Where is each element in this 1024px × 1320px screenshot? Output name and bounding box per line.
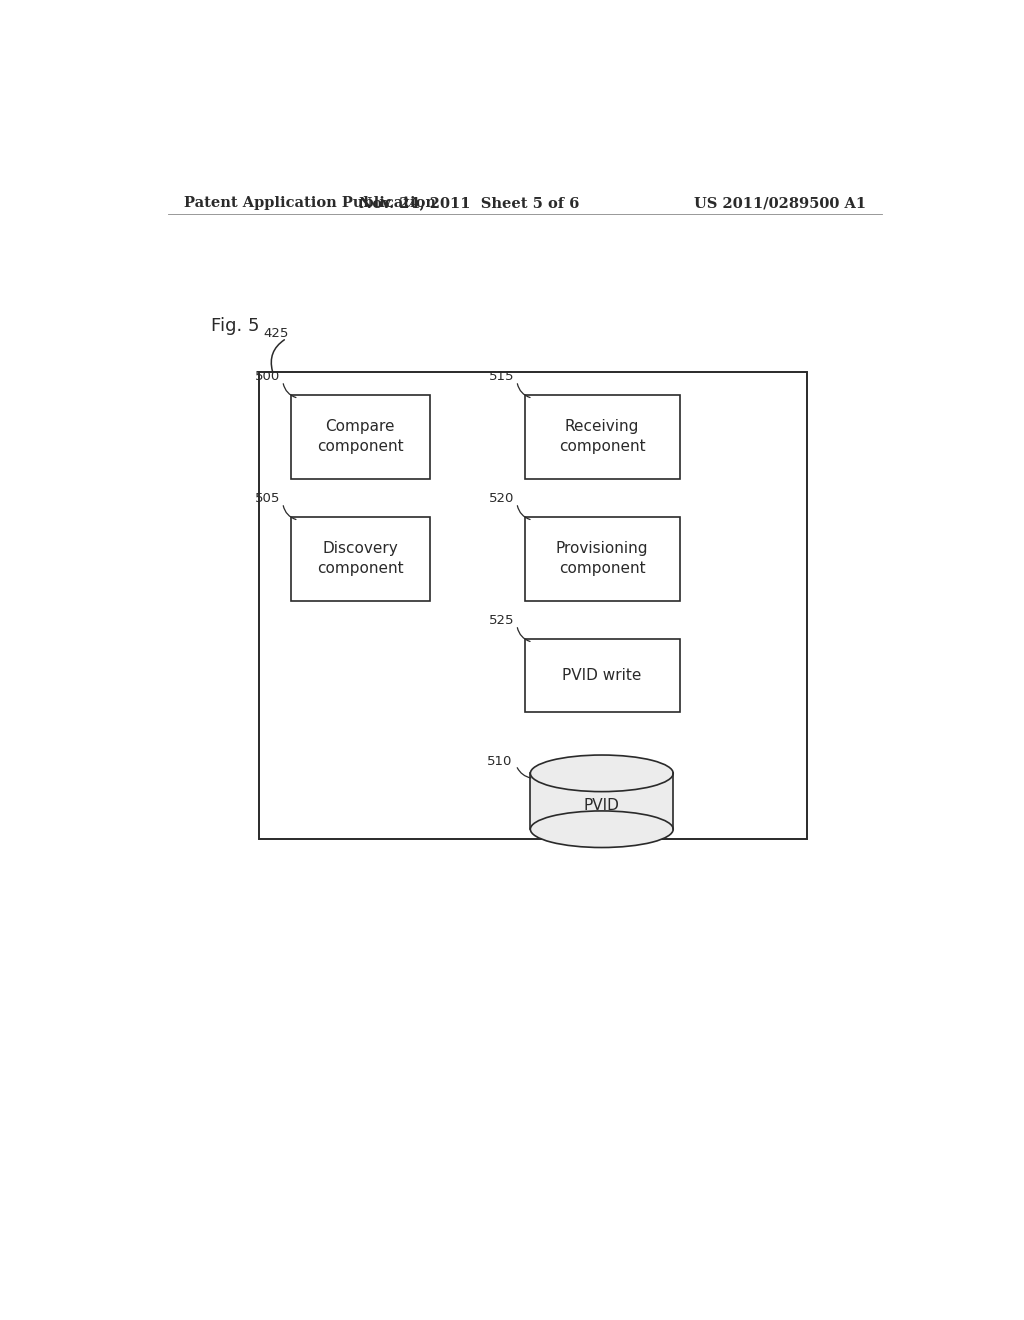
Text: Compare
component: Compare component <box>316 420 403 454</box>
Text: 505: 505 <box>255 492 281 506</box>
Bar <box>291 395 430 479</box>
Text: 425: 425 <box>263 327 289 339</box>
Text: Provisioning
component: Provisioning component <box>556 541 648 577</box>
Bar <box>524 517 680 601</box>
Text: 500: 500 <box>255 371 281 383</box>
Text: Patent Application Publication: Patent Application Publication <box>183 197 435 210</box>
Bar <box>259 372 807 840</box>
Text: 520: 520 <box>489 492 514 506</box>
Bar <box>524 639 680 713</box>
Text: Receiving
component: Receiving component <box>559 420 645 454</box>
Text: 515: 515 <box>489 371 515 383</box>
Ellipse shape <box>530 755 673 792</box>
Text: PVID: PVID <box>584 799 620 813</box>
Text: Nov. 24, 2011  Sheet 5 of 6: Nov. 24, 2011 Sheet 5 of 6 <box>359 197 580 210</box>
Text: Fig. 5: Fig. 5 <box>211 317 260 335</box>
Bar <box>524 395 680 479</box>
Bar <box>530 774 673 829</box>
Text: PVID write: PVID write <box>562 668 642 684</box>
Bar <box>291 517 430 601</box>
Ellipse shape <box>530 810 673 847</box>
Text: 525: 525 <box>489 614 515 627</box>
Text: 510: 510 <box>486 755 512 768</box>
Text: Discovery
component: Discovery component <box>316 541 403 577</box>
Text: US 2011/0289500 A1: US 2011/0289500 A1 <box>694 197 866 210</box>
